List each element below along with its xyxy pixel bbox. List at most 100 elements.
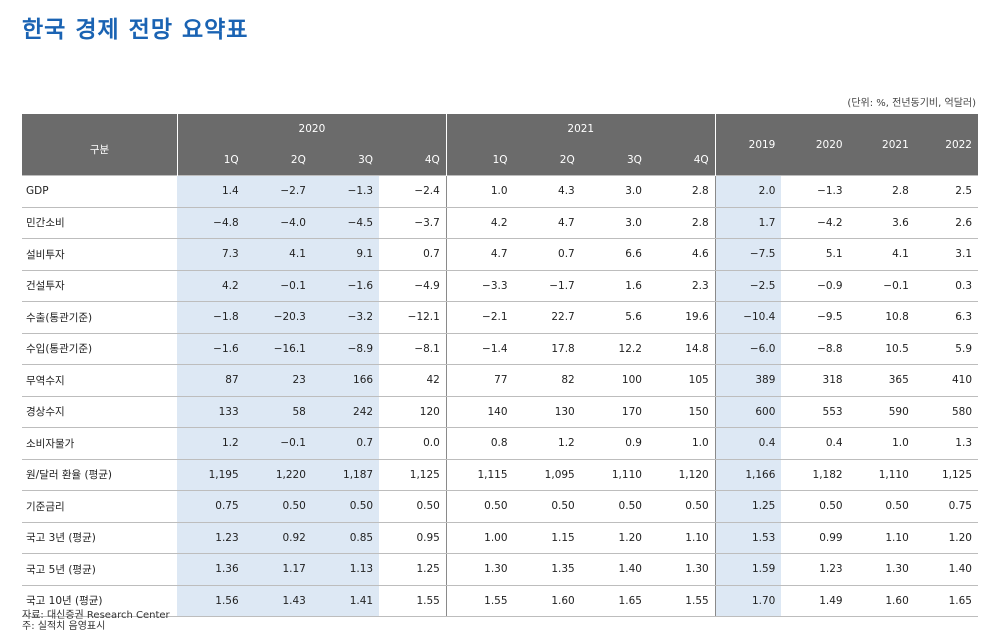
table-cell: 1.35 <box>513 553 581 586</box>
table-cell: 553 <box>781 396 849 428</box>
table-cell: −1.4 <box>446 333 514 365</box>
table-cell: 1.20 <box>580 522 648 554</box>
table-cell: 0.8 <box>446 427 514 460</box>
header-quarter: 4Q <box>379 144 447 176</box>
table-cell: 1.43 <box>244 585 312 617</box>
table-cell: 0.4 <box>715 427 782 460</box>
table-cell: 6.3 <box>914 301 978 334</box>
table-cell: 1,095 <box>513 459 581 491</box>
table-cell: 1,125 <box>379 459 447 491</box>
table-cell: −0.1 <box>244 427 312 460</box>
row-label: 소비자물가 <box>22 427 178 460</box>
table-cell: 1.10 <box>848 522 915 554</box>
table-cell: −3.7 <box>379 207 447 239</box>
table-cell: 1.0 <box>647 427 716 460</box>
table-cell: 365 <box>848 364 915 397</box>
table-cell: 0.50 <box>781 490 849 523</box>
row-label: 민간소비 <box>22 207 178 239</box>
table-cell: 1.55 <box>379 585 447 617</box>
table-cell: −4.9 <box>379 270 447 302</box>
table-cell: 5.9 <box>914 333 978 365</box>
table-cell: 12.2 <box>580 333 648 365</box>
table-cell: 9.1 <box>311 238 380 271</box>
table-cell: 0.50 <box>848 490 915 523</box>
table-cell: 1.65 <box>914 585 978 617</box>
table-cell: −1.3 <box>781 175 849 208</box>
table-cell: 2.3 <box>647 270 716 302</box>
table-cell: −6.0 <box>715 333 782 365</box>
table-cell: 1.15 <box>513 522 581 554</box>
row-label: 국고 10년 (평균) <box>22 585 178 617</box>
table-cell: −1.7 <box>513 270 581 302</box>
row-label: 기준금리 <box>22 490 178 523</box>
table-row: 민간소비 −4.8 −4.0 −4.5 −3.7 4.2 4.7 3.0 2.8 1.7 −4.2 3… <box>22 207 978 239</box>
table-cell: 1.17 <box>244 553 312 586</box>
table-row: 국고 3년 (평균) 1.23 0.92 0.85 0.95 1.00 1.15 1.20 1.… <box>22 522 978 554</box>
table-row: GDP 1.4 −2.7 −1.3 −2.4 1.0 4.3 3.0 2.8 2.0 −1.3 2.8… <box>22 175 978 208</box>
table-row: 소비자물가 1.2 −0.1 0.7 0.0 0.8 1.2 0.9 1.0 0.4 0.4 1.0 1… <box>22 427 978 460</box>
table-cell: 1.41 <box>311 585 380 617</box>
table-cell: −1.6 <box>311 270 380 302</box>
table-cell: 1,220 <box>244 459 312 491</box>
table-cell: 318 <box>781 364 849 397</box>
table-cell: 0.3 <box>914 270 978 302</box>
header-quarter: 4Q <box>647 144 716 176</box>
table-cell: 0.50 <box>311 490 380 523</box>
table-cell: 1,182 <box>781 459 849 491</box>
table-cell: 3.0 <box>580 207 648 239</box>
table-cell: 0.0 <box>379 427 447 460</box>
unit-note: (단위: %, 전년동기비, 억달러) <box>847 98 976 109</box>
table-cell: 4.2 <box>177 270 245 302</box>
table-cell: 1.2 <box>513 427 581 460</box>
row-label: 건설투자 <box>22 270 178 302</box>
table-cell: −2.4 <box>379 175 447 208</box>
table-cell: 1.20 <box>914 522 978 554</box>
table-cell: −0.9 <box>781 270 849 302</box>
table-cell: −2.1 <box>446 301 514 334</box>
row-label: 경상수지 <box>22 396 178 428</box>
table-cell: 82 <box>513 364 581 397</box>
page-title: 한국 경제 전망 요약표 <box>22 17 249 43</box>
table-cell: −0.1 <box>848 270 915 302</box>
table-cell: 1.59 <box>715 553 782 586</box>
row-label: 무역수지 <box>22 364 178 397</box>
footnotes: 자료: 대신증권 Research Center 주: 실적치 음영표시 <box>22 610 170 632</box>
source-note: 자료: 대신증권 Research Center <box>22 610 170 621</box>
table-row: 국고 5년 (평균) 1.36 1.17 1.13 1.25 1.30 1.35 1.40 1.… <box>22 553 978 586</box>
table-cell: 410 <box>914 364 978 397</box>
table-cell: 0.7 <box>379 238 447 271</box>
forecast-table: 구분 2020 2021 2019 2020 2021 2022 1Q 2Q 3… <box>22 114 978 617</box>
table-cell: 2.6 <box>914 207 978 239</box>
table-cell: −4.0 <box>244 207 312 239</box>
table-cell: 0.9 <box>580 427 648 460</box>
table-cell: 0.75 <box>177 490 245 523</box>
table-cell: 4.7 <box>513 207 581 239</box>
table-row: 건설투자 4.2 −0.1 −1.6 −4.9 −3.3 −1.7 1.6 2.3 −2.5 −0.… <box>22 270 978 302</box>
table-cell: 87 <box>177 364 245 397</box>
table-cell: 6.6 <box>580 238 648 271</box>
table-cell: 1.0 <box>446 175 514 208</box>
table-cell: 2.8 <box>848 175 915 208</box>
header-annual-2022: 2022 <box>914 114 978 176</box>
table-cell: −7.5 <box>715 238 782 271</box>
header-quarter: 3Q <box>580 144 648 176</box>
shading-note: 주: 실적치 음영표시 <box>22 621 106 632</box>
table-cell: 1.3 <box>914 427 978 460</box>
table-cell: 1.30 <box>446 553 514 586</box>
table-cell: 580 <box>914 396 978 428</box>
table-cell: 1,195 <box>177 459 245 491</box>
table-row: 경상수지 133 58 242 120 140 130 170 150 600 553 590 580 <box>22 396 978 428</box>
table-cell: −0.1 <box>244 270 312 302</box>
table-cell: 4.1 <box>848 238 915 271</box>
table-cell: −16.1 <box>244 333 312 365</box>
table-cell: 1.25 <box>379 553 447 586</box>
header-quarter: 2Q <box>513 144 581 176</box>
table-cell: 2.5 <box>914 175 978 208</box>
table-cell: 5.6 <box>580 301 648 334</box>
table-cell: −12.1 <box>379 301 447 334</box>
table-row: 기준금리 0.75 0.50 0.50 0.50 0.50 0.50 0.50 0.50 1.25… <box>22 490 978 523</box>
table-cell: 1.40 <box>580 553 648 586</box>
row-label: 원/달러 환율 (평균) <box>22 459 178 491</box>
table-cell: 1.23 <box>177 522 245 554</box>
table-cell: 14.8 <box>647 333 716 365</box>
